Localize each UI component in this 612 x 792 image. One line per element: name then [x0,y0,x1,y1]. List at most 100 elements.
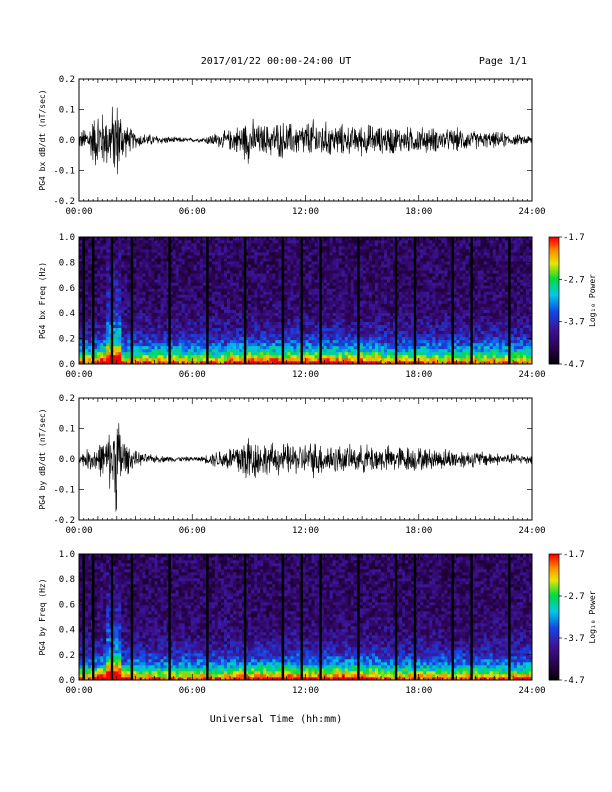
spectrogram-cell [208,297,213,301]
spectrogram-cell [88,324,92,329]
spectrogram-cell [272,252,276,256]
spectrogram-cell [272,342,276,347]
spectrogram-cell [199,255,204,259]
spectrogram-cell [142,351,146,356]
spectrogram-cell [381,279,385,283]
spectrogram-cell [290,303,294,307]
spectrogram-cell [230,279,234,283]
spectrogram-cell [335,333,340,338]
spectrogram-cell [353,339,358,344]
spectrogram-cell [193,297,198,301]
spectrogram-cell [408,309,412,313]
spectrogram-cell [112,348,116,353]
spectrogram-cell [226,357,231,362]
spectrogram-cell [381,327,385,332]
spectrogram-cell [175,285,179,289]
spectrogram-cell [293,342,297,347]
spectrogram-cell [254,285,258,289]
spectrogram-cell [335,267,340,271]
spectrogram-cell [148,354,152,359]
spectrogram-cell [223,336,228,341]
spectrogram-cell [230,282,234,286]
spectrogram-cell [103,261,107,265]
spectrogram-cell [329,300,333,304]
spectrogram-cell [308,297,312,301]
spectrogram-cell [115,252,119,256]
spectrogram-cell [184,285,189,289]
spectrogram-cell [211,249,216,253]
spectrogram-cell [377,285,382,289]
spectrogram-cell [371,240,376,244]
spectrogram-cell [368,297,373,301]
spectrogram-cell [193,240,198,244]
spectrogram-cell [284,339,288,344]
spectrogram-cell [193,354,198,359]
spectrogram-cell [85,336,89,341]
spectrogram-cell [169,246,173,250]
spectrogram-cell [284,285,288,289]
spectrogram-cell [230,354,234,359]
spectrogram-cell [233,297,237,301]
spectrogram-cell [202,264,207,268]
spectrogram-cell [248,288,252,292]
spectrogram-cell [208,270,213,274]
spectrogram-cell [260,285,264,289]
spectrogram-cell [103,258,107,262]
spectrogram-cell [157,240,161,244]
spectrogram-cell [317,264,321,268]
spectrogram-cell [287,357,291,362]
spectrogram-cell [112,345,116,350]
spectrogram-cell [323,315,327,319]
spectrogram-cell [88,306,92,310]
spectrogram-cell [314,285,318,289]
spectrogram-cell [193,342,198,347]
spectrogram-cell [402,327,406,332]
spectrogram-cell [251,237,255,241]
spectrogram-cell [368,327,373,332]
spectrogram-cell [371,273,376,277]
spectrogram-cell [353,303,358,307]
spectrogram-cell [106,285,110,289]
spectrogram-cell [124,255,128,259]
spectrogram-cell [139,309,143,313]
spectrogram-cell [151,276,155,280]
spectrogram-cell [214,315,219,319]
spectrogram-cell [181,297,185,301]
spectrogram-cell [233,345,237,350]
spectrogram-cell [148,240,152,244]
spectrogram-cell [157,297,161,301]
spectrogram-cell [311,327,315,332]
spectrogram-cell [85,285,89,289]
panels: 00:00 06:00 12:00 18:00 24:000.20.10.0-0.1-0… [38,75,597,696]
spectrogram-cell [377,336,382,341]
spectrogram-cell [100,321,104,325]
spectrogram-cell [396,297,400,301]
spectrogram-cell [308,318,312,322]
spectrogram-cell [145,351,149,356]
spectrogram-cell [160,357,164,362]
spectrogram-cell [79,264,83,268]
spectrogram-cell [347,243,352,247]
spectrogram-cell [263,276,267,280]
spectrogram-cell [202,357,207,362]
spectrogram-cell [199,249,204,253]
spectrogram-cell [106,237,110,241]
spectrogram-cell [269,267,273,271]
spectrogram-cell [94,294,98,298]
spectrogram-cell [172,300,176,304]
spectrogram-cell [260,267,264,271]
spectrogram-cell [290,240,294,244]
spectrogram-cell [157,354,161,359]
spectrogram-cell [217,312,222,316]
spectrogram-cell [393,291,397,295]
spectrogram-cell [311,339,315,344]
spectrogram-cell [118,297,122,301]
spectrogram-cell [305,255,309,259]
spectrogram-cell [251,258,255,262]
spectrogram-cell [296,276,300,280]
spectrogram-cell [335,306,340,310]
spectrogram-cell [402,261,406,265]
spectrogram-cell [217,279,222,283]
spectrogram-cell [411,273,415,277]
spectrogram-cell [390,246,394,250]
